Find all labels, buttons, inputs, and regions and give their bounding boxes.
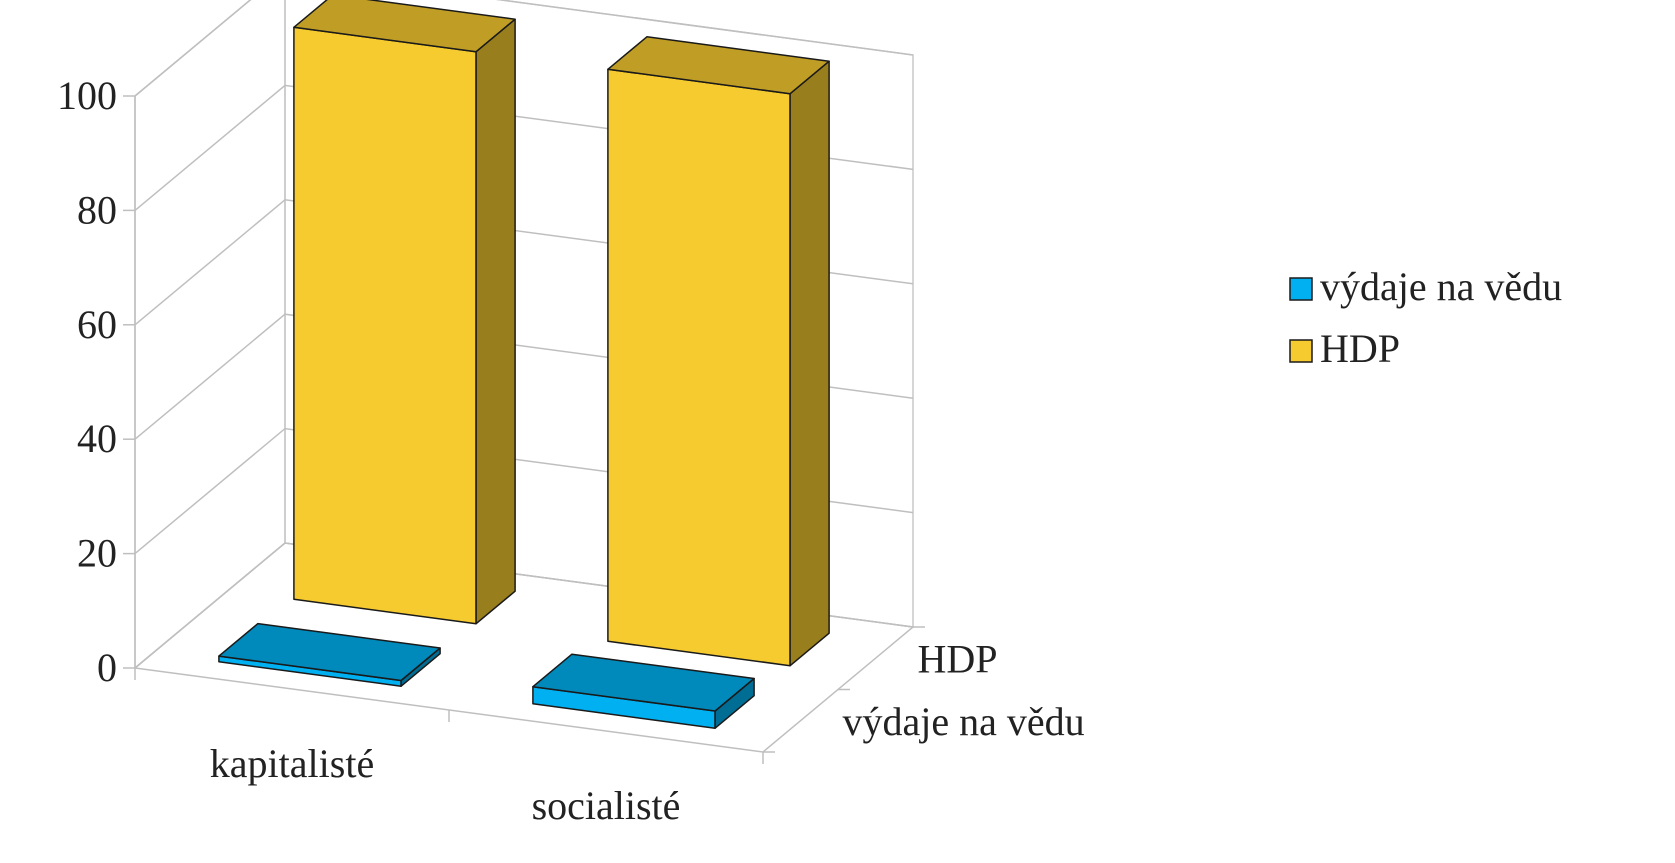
- bar-vydaje-0: [218, 622, 441, 687]
- y-axis-ticks: 0 20 40 60 80 100: [57, 73, 135, 690]
- y-tick-label: 80: [77, 187, 117, 232]
- bar-hdp-1: [607, 36, 830, 667]
- category-label: socialisté: [532, 783, 681, 828]
- category-label: kapitalisté: [210, 741, 374, 786]
- legend: výdaje na vědu HDP: [1289, 264, 1562, 371]
- depth-label: HDP: [918, 636, 998, 681]
- depth-label: výdaje na vědu: [843, 699, 1085, 744]
- category-labels: kapitalisté socialisté: [210, 741, 681, 828]
- y-tick-label: 20: [77, 531, 117, 576]
- y-tick-label: 0: [97, 645, 117, 690]
- y-tick-label: 60: [77, 302, 117, 347]
- legend-swatch: [1289, 339, 1313, 363]
- bars: [218, 0, 830, 729]
- y-tick-label: 40: [77, 416, 117, 461]
- side-wall: [134, 0, 286, 670]
- bar-vydaje-1: [532, 653, 755, 729]
- legend-item: výdaje na vědu: [1289, 264, 1562, 309]
- axes: [133, 96, 925, 764]
- legend-label: výdaje na vědu: [1320, 264, 1562, 309]
- legend-item: HDP: [1289, 326, 1400, 371]
- y-tick-label: 100: [57, 73, 117, 118]
- depth-labels: výdaje na vědu HDP: [843, 636, 1085, 744]
- legend-label: HDP: [1320, 326, 1400, 371]
- gridline-5: [134, 0, 914, 97]
- legend-swatch: [1289, 277, 1313, 301]
- bar-hdp-0: [293, 0, 516, 625]
